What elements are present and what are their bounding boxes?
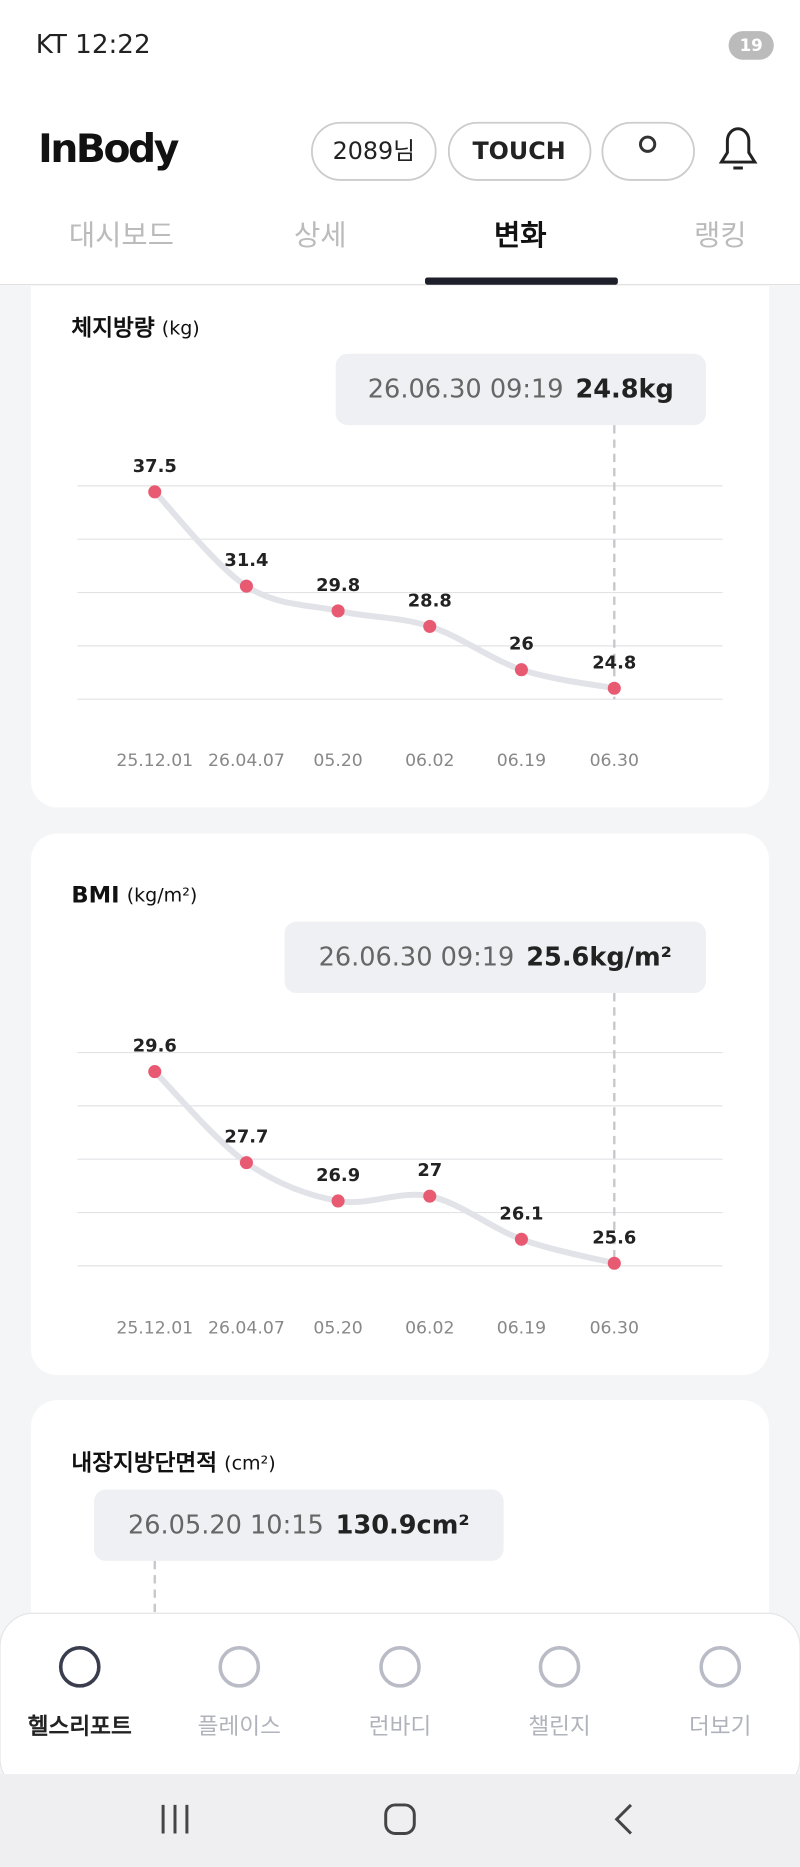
- data-point: [239, 1156, 253, 1170]
- bottom-nav: [0, 1612, 800, 1793]
- date-label: 06.19: [497, 1319, 546, 1339]
- date-label: 05.20: [313, 1319, 362, 1339]
- date-label: 06.02: [405, 1319, 454, 1339]
- tooltip-datetime: 26.05.20 10:15: [128, 1510, 324, 1540]
- data-point: [607, 681, 621, 695]
- card-title-text: BMI: [71, 882, 119, 908]
- data-point: [239, 579, 253, 593]
- system-nav: [0, 1773, 800, 1867]
- user-pill[interactable]: [311, 121, 437, 181]
- tooltip-datetime: 26.06.30 09:19: [368, 375, 564, 405]
- date-label: 06.30: [590, 751, 639, 771]
- system-home[interactable]: [384, 1803, 416, 1835]
- data-point: [607, 1256, 621, 1270]
- touch-pill[interactable]: [447, 121, 592, 181]
- data-label: 29.8: [316, 575, 360, 596]
- tooltip-value: 24.8kg: [575, 375, 673, 405]
- tooltip-value: 130.9cm²: [336, 1510, 470, 1540]
- nav-label[interactable]: 헬스리포트: [28, 1714, 132, 1740]
- card-unit: (kg/m²): [127, 884, 198, 906]
- tooltip: [284, 921, 706, 994]
- card-title: BMI (kg/m²): [71, 882, 197, 908]
- tab-indicator: [425, 277, 618, 285]
- data-point: [423, 619, 437, 633]
- data-label: 29.6: [133, 1036, 177, 1057]
- card-unit: (cm²): [224, 1452, 275, 1474]
- tooltip-text: 26.06.30 09:19 25.6kg/m²: [319, 943, 672, 973]
- card: [30, 226, 770, 808]
- nav-icon[interactable]: [538, 1646, 581, 1688]
- date-label: 26.04.07: [208, 751, 285, 771]
- logo: InBody: [38, 127, 179, 172]
- nav-icon[interactable]: [218, 1646, 261, 1688]
- nav-icon[interactable]: [379, 1646, 421, 1688]
- tooltip: [94, 1489, 504, 1561]
- tab[interactable]: 랭킹: [694, 218, 747, 252]
- tab[interactable]: 상세: [294, 218, 347, 252]
- date-label: 06.02: [405, 751, 454, 771]
- card-title-text: 체지방량: [71, 315, 154, 341]
- tooltip-datetime: 26.06.30 09:19: [319, 943, 515, 973]
- card-title-text: 내장지방단면적: [71, 1450, 217, 1476]
- data-point: [423, 1189, 437, 1203]
- nav-label[interactable]: 챌린지: [528, 1714, 590, 1740]
- battery: [728, 31, 774, 60]
- status-time: KT 12:22: [36, 30, 151, 60]
- tab[interactable]: 대시보드: [69, 218, 174, 252]
- card-title: 체지방량 (kg): [71, 315, 199, 341]
- data-point: [514, 1232, 528, 1246]
- nav-icon[interactable]: [58, 1646, 101, 1688]
- nav-label[interactable]: 런바디: [369, 1714, 431, 1740]
- card-title: 내장지방단면적 (cm²): [71, 1450, 275, 1476]
- date-label: 26.04.07: [208, 1319, 285, 1339]
- data-label: 28.8: [408, 590, 452, 611]
- tooltip-text: 26.06.30 09:19 24.8kg: [368, 375, 674, 405]
- system-recent[interactable]: [161, 1804, 189, 1834]
- date-label: 05.20: [313, 751, 362, 771]
- data-point: [331, 1194, 345, 1208]
- profile-icon: [638, 135, 657, 153]
- data-point: [331, 604, 345, 618]
- tooltip: [335, 353, 706, 426]
- date-label: 25.12.01: [116, 751, 193, 771]
- user-name[interactable]: 2089님: [333, 137, 415, 165]
- data-label: 31.4: [224, 550, 268, 571]
- date-label: 06.30: [590, 1319, 639, 1339]
- data-label: 27: [417, 1160, 442, 1181]
- system-back[interactable]: [614, 1803, 633, 1835]
- data-point: [148, 1065, 162, 1079]
- data-label: 26: [509, 634, 534, 655]
- bell-icon[interactable]: [718, 127, 758, 170]
- nav-label[interactable]: 더보기: [689, 1714, 751, 1740]
- nav-label[interactable]: 플레이스: [198, 1714, 281, 1740]
- data-point: [514, 663, 528, 677]
- card: [30, 833, 770, 1376]
- data-label: 26.1: [499, 1203, 543, 1224]
- data-label: 26.9: [316, 1165, 360, 1186]
- data-point: [148, 485, 162, 499]
- tooltip-value: 25.6kg/m²: [526, 943, 672, 973]
- data-label: 25.6: [592, 1227, 636, 1248]
- data-label: 27.7: [224, 1127, 268, 1148]
- battery-level: 19: [740, 36, 763, 55]
- tab[interactable]: 변화: [494, 218, 547, 252]
- data-label: 37.5: [133, 456, 177, 477]
- touch-button[interactable]: TOUCH: [472, 137, 565, 165]
- date-label: 25.12.01: [116, 1319, 193, 1339]
- nav-icon[interactable]: [699, 1646, 742, 1688]
- data-label: 24.8: [592, 652, 636, 673]
- card-unit: (kg): [162, 317, 200, 339]
- tooltip-text: 26.05.20 10:15 130.9cm²: [128, 1510, 470, 1540]
- date-label: 06.19: [497, 751, 546, 771]
